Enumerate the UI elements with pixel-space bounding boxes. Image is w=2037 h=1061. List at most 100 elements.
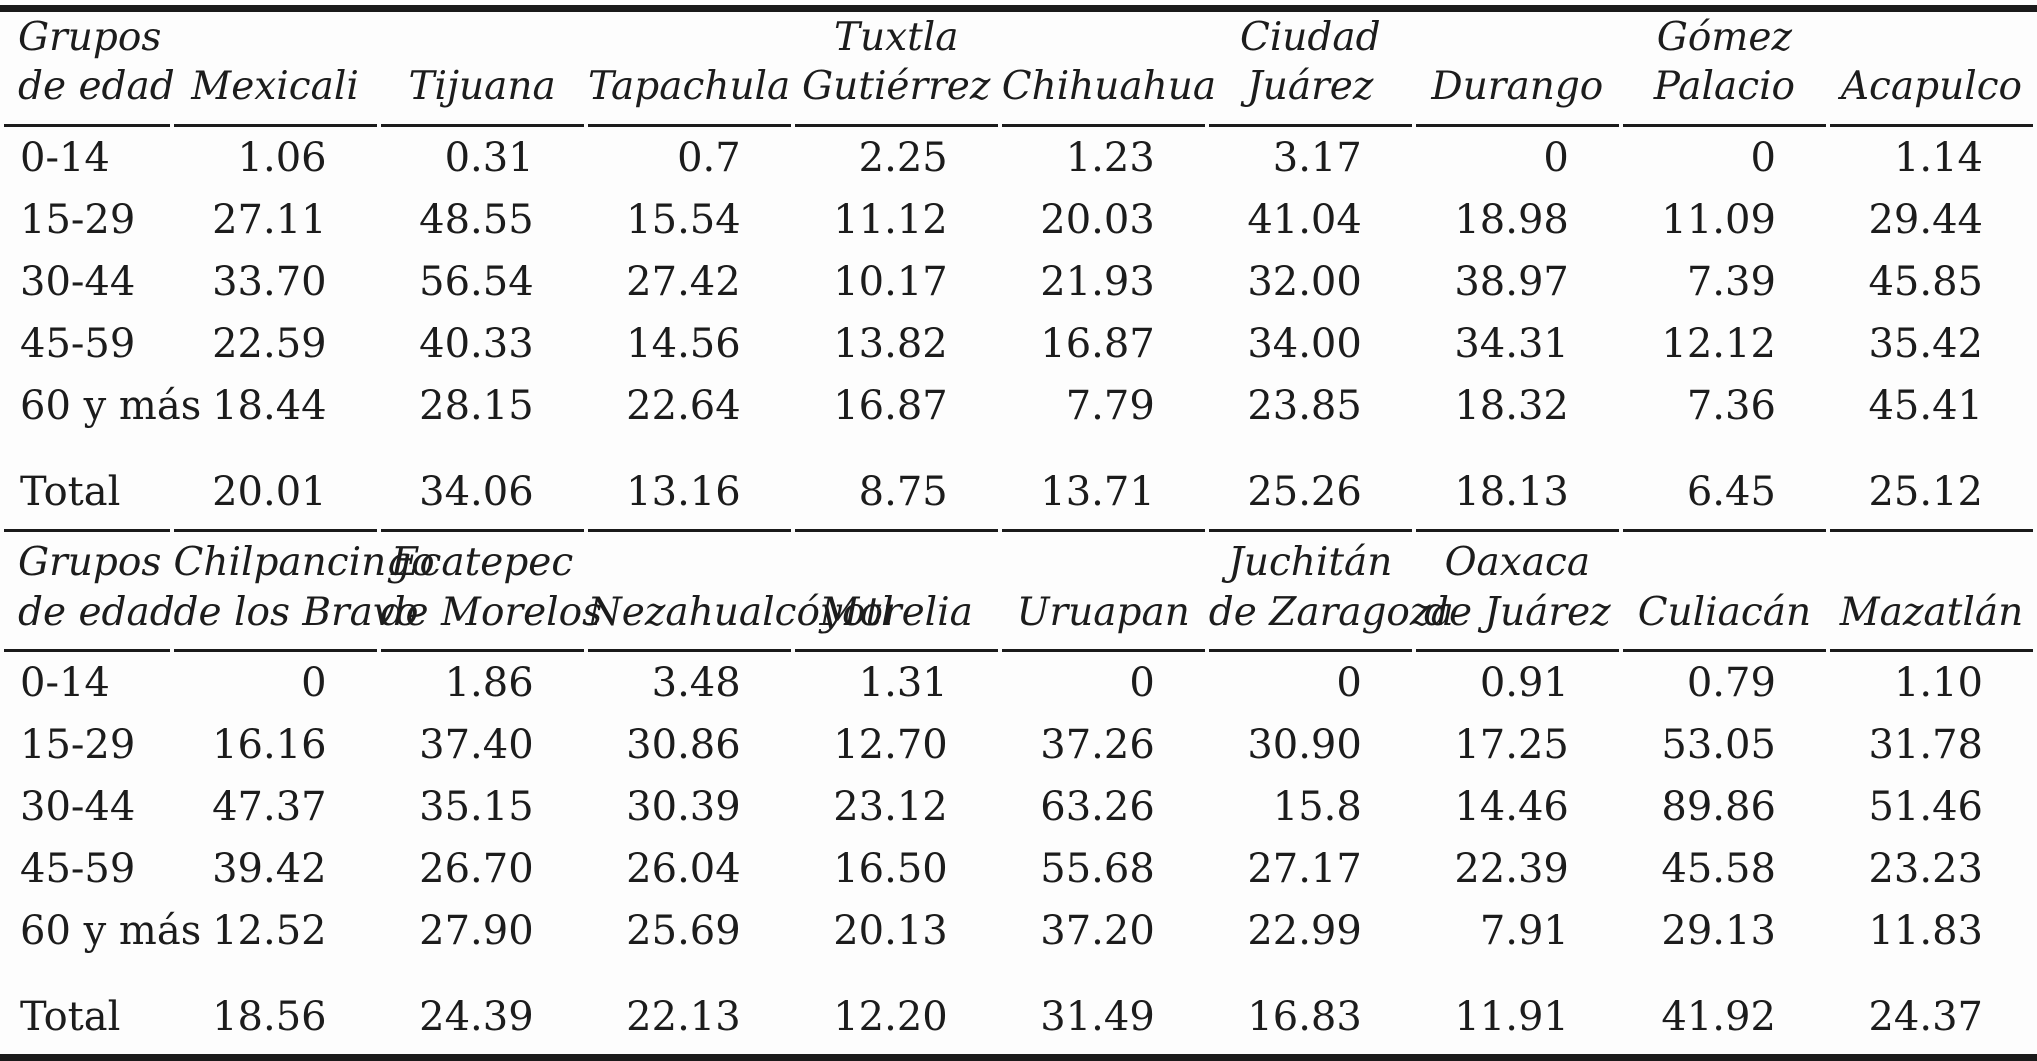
header-line: de edad	[18, 589, 175, 635]
age-groups-by-city-table-south: Grupos de edad Chilpancingo de los Bravo Eca…	[0, 529, 2037, 1054]
table-row: 0-14 0 1.86 3.48 1.31 0 0 0.91 0.79 1.10	[4, 652, 2033, 714]
table-header: Grupos de edad Mexicali Tijuana Tapachula Tux…	[4, 12, 2033, 127]
city-column-header: Tapachula	[587, 12, 791, 127]
header-line: Gómez	[1656, 14, 1793, 60]
value-cell: 37.40	[419, 722, 534, 769]
header-line: Grupos	[18, 540, 162, 585]
value-cell: 11.09	[1661, 197, 1776, 243]
header-line: de Zaragoza	[1208, 589, 1454, 635]
city-column-header: Chihuahua	[1001, 12, 1216, 127]
table-body: 0-14 0 1.86 3.48 1.31 0 0 0.91 0.79 1.10 15-29 16.1…	[4, 652, 2033, 1054]
value-cell: 29.13	[1661, 908, 1776, 955]
header-line: Mazatlán	[1839, 589, 2024, 635]
value-cell: 18.44	[212, 383, 327, 429]
value-cell: 34.31	[1454, 321, 1569, 367]
table-row: 60 y más 18.44 28.15 22.64 16.87 7.79 23.85 18.…	[4, 375, 2033, 437]
value-cell: 13.16	[626, 469, 741, 515]
value-cell: 12.52	[212, 908, 327, 955]
age-group-label: 0-14	[20, 660, 110, 707]
value-cell: 7.79	[1065, 383, 1155, 429]
header-line: Tuxtla	[833, 14, 959, 60]
value-cell: 47.37	[212, 784, 327, 831]
value-cell: 0.7	[677, 135, 741, 181]
value-cell: 12.20	[833, 994, 948, 1041]
value-cell: 21.93	[1040, 259, 1155, 305]
value-cell: 45.85	[1868, 259, 1983, 305]
value-cell: 13.71	[1040, 469, 1155, 515]
value-cell: 1.06	[237, 135, 327, 181]
value-cell: 33.70	[212, 259, 327, 305]
value-cell: 12.70	[833, 722, 948, 769]
value-cell: 23.23	[1868, 846, 1983, 893]
value-cell: 40.33	[419, 321, 534, 367]
value-cell: 27.42	[626, 259, 741, 305]
value-cell: 35.15	[419, 784, 534, 831]
header-row: Grupos de edad Mexicali Tijuana Tapachula Tux…	[4, 12, 2033, 127]
age-group-label: 15-29	[20, 197, 136, 243]
top-rule	[0, 5, 2037, 12]
header-line: Ecatepec	[391, 540, 574, 585]
value-cell: 22.39	[1454, 846, 1569, 893]
value-cell: 6.45	[1686, 469, 1776, 515]
value-cell: 14.56	[626, 321, 741, 367]
value-cell: 48.55	[419, 197, 534, 243]
value-cell: 37.26	[1040, 722, 1155, 769]
value-cell: 0	[1750, 135, 1776, 181]
city-column-header: Mazatlán	[1829, 529, 2033, 653]
value-cell: 0.79	[1686, 660, 1776, 707]
value-cell: 28.15	[419, 383, 534, 429]
header-line: Grupos	[18, 14, 162, 60]
value-cell: 39.42	[212, 846, 327, 893]
age-group-label: 15-29	[20, 722, 136, 769]
age-group-label: 0-14	[20, 135, 110, 181]
value-cell: 18.32	[1454, 383, 1569, 429]
table-row: 15-29 27.11 48.55 15.54 11.12 20.03 41.04 18.98…	[4, 189, 2033, 251]
total-row: Total 18.56 24.39 22.13 12.20 31.49 16.83 11.91…	[4, 962, 2033, 1054]
header-line: Acapulco	[1840, 64, 2023, 110]
value-cell: 13.82	[833, 321, 948, 367]
value-cell: 7.39	[1686, 259, 1776, 305]
value-cell: 37.20	[1040, 908, 1155, 955]
header-line: Tijuana	[408, 64, 556, 110]
city-column-header: Durango	[1415, 12, 1619, 127]
value-cell: 32.00	[1247, 259, 1362, 305]
value-cell: 0	[1129, 660, 1155, 707]
value-cell: 38.97	[1454, 259, 1569, 305]
table-body: 0-14 1.06 0.31 0.7 2.25 1.23 3.17 0 0 1.14 15-29 27…	[4, 127, 2033, 529]
header-line: Chilpancingo	[173, 540, 435, 585]
value-cell: 22.13	[626, 994, 741, 1041]
header-line: Durango	[1431, 64, 1604, 110]
age-groups-by-city-table-north: Grupos de edad Mexicali Tijuana Tapachula Tux…	[0, 12, 2037, 529]
value-cell: 45.41	[1868, 383, 1983, 429]
age-group-label: 45-59	[20, 321, 136, 367]
value-cell: 0.91	[1479, 660, 1569, 707]
table-header: Grupos de edad Chilpancingo de los Bravo Eca…	[4, 529, 2033, 653]
city-column-header: Ecatepec de Morelos	[380, 529, 602, 653]
value-cell: 17.25	[1454, 722, 1569, 769]
value-cell: 53.05	[1661, 722, 1776, 769]
total-row: Total 20.01 34.06 13.16 8.75 13.71 25.26 18.13 6…	[4, 437, 2033, 529]
value-cell: 1.31	[858, 660, 948, 707]
header-line: de Juárez	[1423, 589, 1611, 635]
value-cell: 31.49	[1040, 994, 1155, 1041]
value-cell: 22.99	[1247, 908, 1362, 955]
value-cell: 1.23	[1065, 135, 1155, 181]
value-cell: 15.8	[1272, 784, 1362, 831]
value-cell: 26.70	[419, 846, 534, 893]
value-cell: 10.17	[833, 259, 948, 305]
value-cell: 0	[301, 660, 327, 707]
value-cell: 16.50	[833, 846, 948, 893]
value-cell: 2.25	[858, 135, 948, 181]
value-cell: 18.13	[1454, 469, 1569, 515]
city-column-header: Uruapan	[1001, 529, 1205, 653]
value-cell: 25.69	[626, 908, 741, 955]
value-cell: 3.17	[1272, 135, 1362, 181]
value-cell: 0.31	[444, 135, 534, 181]
value-cell: 16.83	[1247, 994, 1362, 1041]
header-line: de edad	[18, 64, 175, 110]
value-cell: 30.39	[626, 784, 741, 831]
age-group-label: 45-59	[20, 846, 136, 893]
header-row: Grupos de edad Chilpancingo de los Bravo Eca…	[4, 529, 2033, 653]
value-cell: 41.92	[1661, 994, 1776, 1041]
value-cell: 1.14	[1893, 135, 1983, 181]
